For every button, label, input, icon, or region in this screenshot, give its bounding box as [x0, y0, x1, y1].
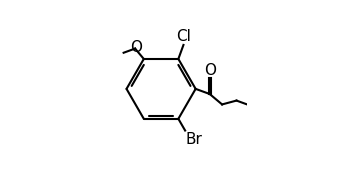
- Text: O: O: [130, 40, 142, 55]
- Text: O: O: [204, 63, 216, 78]
- Text: Cl: Cl: [176, 29, 191, 44]
- Text: Br: Br: [186, 132, 203, 147]
